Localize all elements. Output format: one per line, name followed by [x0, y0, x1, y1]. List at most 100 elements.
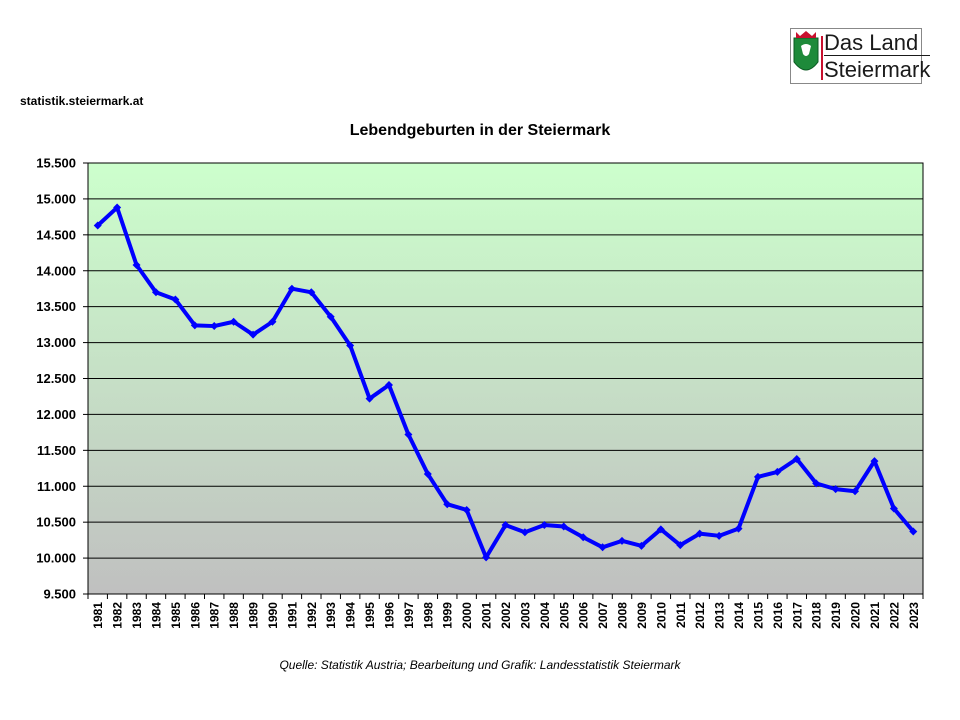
- x-tick-label: 1986: [188, 602, 202, 629]
- data-point: [676, 541, 685, 550]
- data-point: [443, 500, 452, 509]
- x-tick-label: 1993: [324, 602, 338, 629]
- data-point: [637, 541, 646, 550]
- logo-line1: Das Land: [824, 30, 919, 55]
- data-point: [171, 295, 180, 304]
- data-point: [695, 529, 704, 538]
- y-tick-label: 11.000: [37, 479, 76, 494]
- data-point: [715, 531, 724, 540]
- x-tick-label: 2007: [596, 602, 610, 629]
- data-point: [812, 479, 821, 488]
- source-url: statistik.steiermark.at: [20, 94, 144, 108]
- x-tick-label: 2016: [771, 602, 785, 629]
- x-tick-label: 1996: [382, 602, 396, 629]
- x-tick-label: 1990: [266, 602, 280, 629]
- data-point: [268, 317, 277, 326]
- data-point: [365, 394, 374, 403]
- data-point: [482, 553, 491, 562]
- x-tick-label: 2023: [907, 602, 921, 629]
- data-point: [753, 472, 762, 481]
- data-point: [229, 317, 238, 326]
- data-point: [579, 533, 588, 542]
- data-point: [501, 521, 510, 530]
- x-tick-label: 1992: [305, 602, 319, 629]
- data-point: [909, 527, 918, 536]
- x-tick-label: 1983: [130, 602, 144, 629]
- x-tick-label: 1982: [111, 602, 125, 629]
- x-tick-label: 2003: [518, 602, 532, 629]
- x-tick-label: 2010: [654, 602, 668, 629]
- x-tick-label: 2013: [713, 602, 727, 629]
- x-tick-label: 2021: [868, 602, 882, 629]
- x-tick-label: 2008: [616, 602, 630, 629]
- y-tick-label: 13.500: [36, 299, 76, 314]
- data-point: [404, 430, 413, 439]
- x-tick-label: 2001: [480, 602, 494, 629]
- y-tick-label: 10.000: [36, 551, 76, 566]
- x-tick-label: 1997: [402, 602, 416, 629]
- x-tick-label: 2017: [790, 602, 804, 629]
- data-point: [618, 536, 627, 545]
- x-tick-label: 1999: [441, 602, 455, 629]
- data-point: [831, 485, 840, 494]
- y-tick-label: 9.500: [43, 587, 76, 602]
- data-point: [249, 330, 258, 339]
- x-tick-label: 2012: [693, 602, 707, 629]
- x-tick-label: 1981: [91, 602, 105, 629]
- x-tick-label: 1988: [227, 602, 241, 629]
- logo-text: Das Land Steiermark: [824, 30, 931, 82]
- x-tick-label: 2009: [635, 602, 649, 629]
- x-tick-label: 2006: [577, 602, 591, 629]
- data-point: [598, 543, 607, 552]
- y-tick-label: 14.000: [36, 263, 76, 278]
- y-tick-label: 12.000: [36, 407, 76, 422]
- data-point: [540, 521, 549, 530]
- data-point: [870, 457, 879, 466]
- x-tick-label: 1985: [169, 602, 183, 629]
- data-point: [656, 525, 665, 534]
- x-tick-label: 1987: [208, 602, 222, 629]
- x-tick-label: 2019: [829, 602, 843, 629]
- x-tick-label: 2011: [674, 602, 688, 628]
- x-tick-label: 2018: [810, 602, 824, 629]
- data-point: [326, 312, 335, 321]
- y-tick-label: 14.500: [36, 227, 76, 242]
- y-tick-label: 15.000: [36, 191, 76, 206]
- data-point: [851, 487, 860, 496]
- y-tick-label: 10.500: [36, 515, 76, 530]
- x-tick-label: 1998: [421, 602, 435, 629]
- data-point: [190, 321, 199, 330]
- data-point: [307, 288, 316, 297]
- y-tick-label: 12.500: [36, 371, 76, 386]
- data-point: [384, 380, 393, 389]
- y-tick-label: 15.500: [36, 156, 76, 171]
- data-point: [773, 467, 782, 476]
- x-tick-label: 2002: [499, 602, 513, 629]
- x-tick-label: 2000: [460, 602, 474, 629]
- x-tick-label: 1994: [344, 602, 358, 629]
- data-point: [93, 221, 102, 230]
- x-tick-label: 1995: [363, 602, 377, 629]
- x-tick-label: 2022: [887, 602, 901, 629]
- x-tick-label: 2005: [557, 602, 571, 629]
- logo-line2: Steiermark: [824, 55, 931, 82]
- coat-of-arms-icon: [790, 28, 922, 84]
- chart-title: Lebendgeburten in der Steiermark: [349, 122, 611, 139]
- y-axis: 9.500 10.000 10.500 11.000 11.500 12.000 12.50…: [36, 156, 88, 602]
- data-point: [151, 288, 160, 297]
- data-point: [132, 261, 141, 270]
- x-tick-label: 2014: [732, 602, 746, 629]
- grid-lines: [88, 162, 923, 595]
- data-point: [889, 504, 898, 513]
- data-point: [734, 524, 743, 533]
- series-group: [93, 203, 918, 562]
- y-tick-label: 11.500: [37, 443, 76, 458]
- x-tick-label: 1989: [247, 602, 261, 629]
- x-tick-label: 1984: [149, 602, 163, 629]
- x-tick-label: 2004: [538, 602, 552, 629]
- data-point: [792, 454, 801, 463]
- data-point: [520, 528, 529, 537]
- data-point: [423, 470, 432, 479]
- data-point: [210, 322, 219, 331]
